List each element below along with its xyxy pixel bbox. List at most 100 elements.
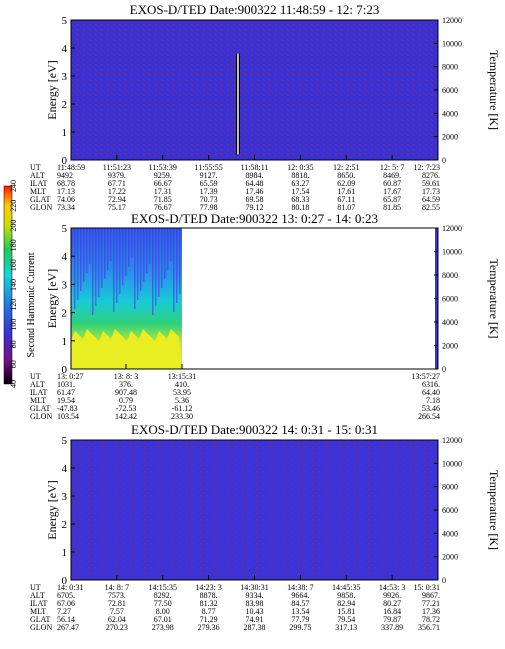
y-tick-label: 3 xyxy=(62,491,68,503)
data-cell: 16.84 xyxy=(383,607,401,616)
data-cell: 73.34 xyxy=(57,203,75,212)
y2-tick-label: 2000 xyxy=(442,133,458,142)
spectrogram-streak xyxy=(155,228,157,306)
y2-axis-label: Temperature [K] xyxy=(487,50,501,130)
row-label: MLT xyxy=(30,396,46,405)
data-cell: 68.78 xyxy=(57,179,75,188)
row-label: UT xyxy=(30,372,41,381)
colorbar-tick: 160 xyxy=(9,259,18,271)
data-cell: 81.07 xyxy=(337,203,355,212)
data-cell: 356.71 xyxy=(418,623,440,632)
y-tick-label: 0 xyxy=(62,575,68,587)
data-cell: 72.81 xyxy=(108,599,126,608)
spectrogram-streak xyxy=(83,228,85,282)
data-cell: 65.59 xyxy=(200,179,218,188)
data-cell: 9664. xyxy=(291,591,309,600)
data-cell: 8.00 xyxy=(156,607,170,616)
data-cell: 11:51:23 xyxy=(103,163,131,172)
panel-2: EXOS-D/TED Date:900322 13: 0:27 - 14: 0:… xyxy=(30,211,501,421)
row-label: GLON xyxy=(30,412,52,421)
data-cell: 79.87 xyxy=(383,615,401,624)
row-label: UT xyxy=(30,163,41,172)
y-tick-label: 2 xyxy=(62,99,68,111)
data-cell: 75.17 xyxy=(108,203,126,212)
data-cell: 266.54 xyxy=(418,412,440,421)
data-cell: 7573. xyxy=(108,591,126,600)
spectrogram-high-band xyxy=(71,329,182,369)
y-axis-label: Energy [eV] xyxy=(45,480,59,539)
data-cell: 10.43 xyxy=(246,607,264,616)
data-cell: 17.39 xyxy=(200,187,218,196)
data-cell: 66.67 xyxy=(154,179,172,188)
spectrogram-streak xyxy=(95,228,97,306)
data-cell: 78.72 xyxy=(422,615,440,624)
data-cell: 62.09 xyxy=(337,179,355,188)
y2-tick-label: 10000 xyxy=(442,39,462,48)
y2-axis-label: Temperature [K] xyxy=(487,258,501,338)
data-cell: 9858. xyxy=(337,591,355,600)
spectrogram-streak xyxy=(179,228,181,294)
data-cell: 63.27 xyxy=(291,179,309,188)
spectrogram-streak xyxy=(125,228,127,276)
spectrogram-streak xyxy=(134,228,136,309)
data-cell: 82.94 xyxy=(337,599,355,608)
data-cell: 83.98 xyxy=(246,599,264,608)
data-cell: 71.85 xyxy=(154,195,172,204)
spectrogram-streak xyxy=(176,228,178,303)
data-cell: 15: 0:31 xyxy=(414,583,440,592)
colorbar-tick: 80 xyxy=(9,340,18,348)
plot-area xyxy=(71,440,438,580)
data-cell: 317.13 xyxy=(335,623,357,632)
data-cell: 17.22 xyxy=(108,187,126,196)
data-cell: 74.06 xyxy=(57,195,75,204)
row-label: MLT xyxy=(30,187,46,196)
data-cell: 337.89 xyxy=(381,623,403,632)
y-tick-label: 5 xyxy=(62,223,68,235)
spectrogram-streak xyxy=(143,228,145,282)
y2-tick-label: 12000 xyxy=(442,16,462,25)
y2-tick-label: 8000 xyxy=(442,271,458,280)
data-cell: 65.87 xyxy=(383,195,401,204)
data-cell: 279.36 xyxy=(198,623,220,632)
row-label: GLON xyxy=(30,203,52,212)
spectrogram-streak xyxy=(122,228,124,285)
data-cell: 67.01 xyxy=(154,615,172,624)
y2-tick-label: 2000 xyxy=(442,342,458,351)
data-cell: 287.38 xyxy=(244,623,266,632)
data-cell: 12: 7:23 xyxy=(414,163,440,172)
spectrogram-streak xyxy=(86,228,88,273)
panel-title: EXOS-D/TED Date:900322 13: 0:27 - 14: 0:… xyxy=(131,211,378,226)
data-cell: 53.46 xyxy=(422,404,440,413)
panel-title: EXOS-D/TED Date:900322 14: 0:31 - 15: 0:… xyxy=(131,422,378,437)
data-cell: 60.87 xyxy=(383,179,401,188)
y2-tick-label: 10000 xyxy=(442,248,462,257)
data-cell: 9926. xyxy=(383,591,401,600)
spectrogram-streak xyxy=(119,228,121,294)
row-label: UT xyxy=(30,583,41,592)
y-tick-label: 2 xyxy=(62,519,68,531)
data-cell: -72.53 xyxy=(116,404,137,413)
data-cell: 71.29 xyxy=(200,615,218,624)
data-cell: 9492 xyxy=(57,171,73,180)
data-cell: -61.12 xyxy=(172,404,193,413)
data-cell: 270.23 xyxy=(106,623,128,632)
data-cell: 68.33 xyxy=(291,195,309,204)
colorbar-tick: 120 xyxy=(9,299,18,311)
spectrogram-streak xyxy=(137,228,139,300)
data-cell: 76.67 xyxy=(154,203,172,212)
data-cell: 61.47 xyxy=(57,388,75,397)
panel-3: EXOS-D/TED Date:900322 14: 0:31 - 15: 0:… xyxy=(30,422,501,632)
row-label: ALT xyxy=(30,591,45,600)
panel-1: EXOS-D/TED Date:900322 11:48:59 - 12: 7:… xyxy=(30,2,501,212)
y2-tick-label: 12000 xyxy=(442,436,462,445)
y-tick-label: 2 xyxy=(62,308,68,320)
data-cell: 8469. xyxy=(383,171,401,180)
data-cell: 67.71 xyxy=(108,179,126,188)
y2-tick-label: 6000 xyxy=(442,295,458,304)
colorbar-tick: 60 xyxy=(9,360,18,368)
row-label: GLON xyxy=(30,623,52,632)
row-label: MLT xyxy=(30,607,46,616)
data-cell: 79.54 xyxy=(337,615,355,624)
data-cell: 77.79 xyxy=(291,615,309,624)
y-axis-label: Energy [eV] xyxy=(45,269,59,328)
